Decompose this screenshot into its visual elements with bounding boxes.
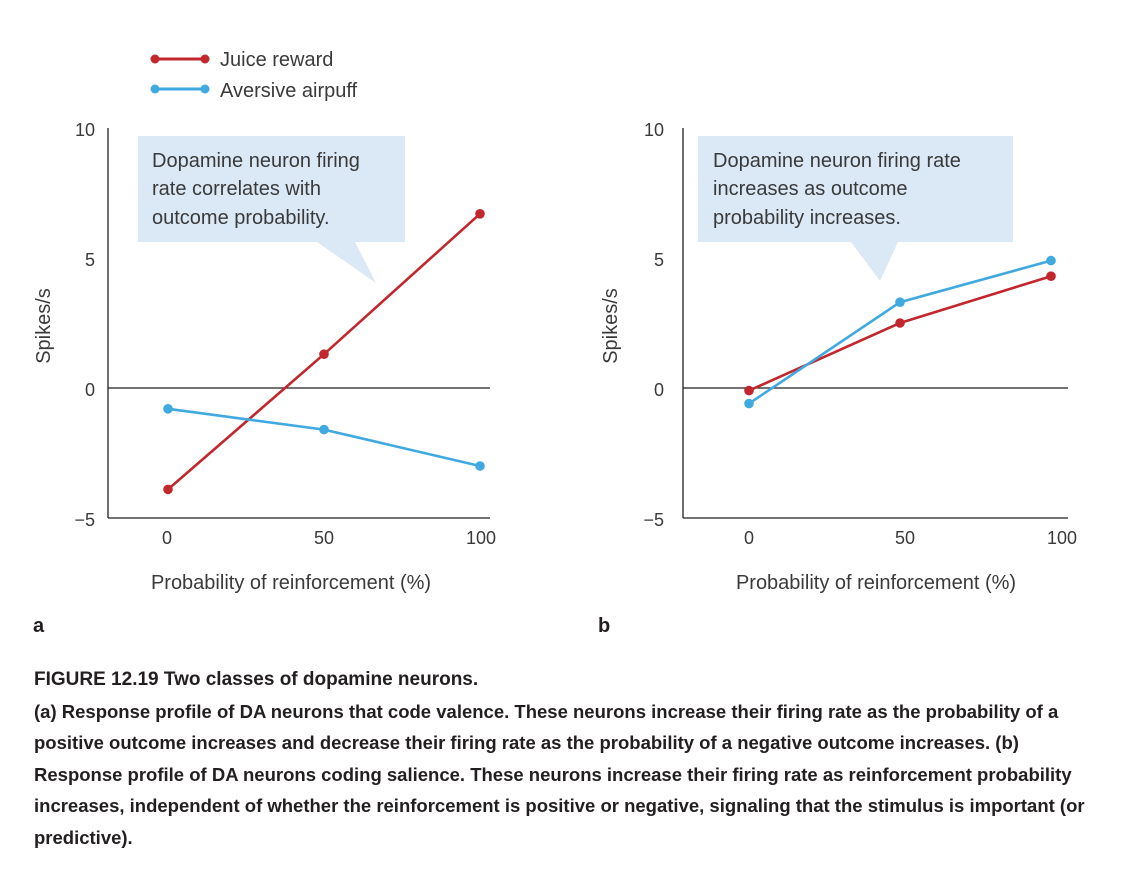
panel-a-y-axis-label: Spikes/s bbox=[33, 288, 55, 364]
panel-b-ytick-neg5: −5 bbox=[643, 510, 664, 530]
panel-a-callout-line-3: outcome probability. bbox=[152, 207, 330, 229]
legend-airpuff-marker-left bbox=[150, 84, 160, 94]
panel-b-xtick-50: 50 bbox=[895, 528, 915, 548]
panel-b-callout-line-3: probability increases. bbox=[713, 207, 901, 229]
panel-a-juice-reward-point-50 bbox=[319, 349, 329, 360]
legend-juice-marker-right bbox=[200, 54, 210, 64]
panel-b-juice-reward-point-100 bbox=[1046, 271, 1056, 282]
figure-canvas: Juice reward Aversive airpuff Dopamine n… bbox=[33, 49, 1077, 637]
caption-body: (a) Response profile of DA neurons that … bbox=[34, 700, 1085, 848]
panel-b-callout-line-2: increases as outcome bbox=[713, 178, 908, 200]
panel-b-aversive-airpuff-line bbox=[748, 259, 1052, 405]
panel-a-ytick-neg5: −5 bbox=[74, 510, 95, 530]
legend-juice-label: Juice reward bbox=[220, 49, 333, 71]
panel-b-xtick-100: 100 bbox=[1047, 528, 1077, 548]
legend-airpuff-label: Aversive airpuff bbox=[220, 80, 358, 102]
panel-a-aversive-airpuff-line bbox=[167, 407, 481, 468]
panel-b-xtick-0: 0 bbox=[744, 528, 754, 548]
caption-title: FIGURE 12.19 Two classes of dopamine neu… bbox=[34, 669, 479, 690]
panel-b-letter: b bbox=[598, 615, 610, 637]
panel-a-xtick-50: 50 bbox=[314, 528, 334, 548]
panel-b-y-axis-label: Spikes/s bbox=[600, 288, 622, 364]
panel-a-ytick-10: 10 bbox=[75, 120, 95, 140]
panel-b-aversive-airpuff-point-50 bbox=[895, 297, 905, 308]
panel-b-aversive-airpuff-point-0 bbox=[744, 398, 754, 409]
panel-a-aversive-airpuff-point-0 bbox=[163, 404, 173, 414]
panel-b-series bbox=[744, 255, 1056, 409]
panel-a-callout-line-1: Dopamine neuron firing bbox=[152, 150, 360, 172]
panel-b-juice-reward-point-50 bbox=[895, 318, 905, 328]
panel-b-ytick-5: 5 bbox=[654, 250, 664, 270]
legend: Juice reward Aversive airpuff bbox=[150, 49, 358, 102]
panel-b: Dopamine neuron firing rate increases as… bbox=[598, 120, 1077, 637]
panel-b-callout-line-1: Dopamine neuron firing rate bbox=[713, 150, 961, 172]
panel-a-callout bbox=[138, 136, 405, 283]
panel-a-xtick-0: 0 bbox=[162, 528, 172, 548]
panel-a-series bbox=[163, 209, 485, 495]
panel-a-juice-reward-point-100 bbox=[475, 209, 485, 219]
figure-caption: FIGURE 12.19 Two classes of dopamine neu… bbox=[34, 664, 1094, 853]
panel-b-x-axis-label: Probability of reinforcement (%) bbox=[736, 572, 1016, 594]
panel-a: Dopamine neuron firing rate correlates w… bbox=[33, 120, 496, 637]
panel-a-x-axis-label: Probability of reinforcement (%) bbox=[151, 572, 431, 594]
panel-a-juice-reward-point-0 bbox=[163, 484, 173, 495]
legend-airpuff-marker-right bbox=[200, 84, 210, 94]
panel-a-aversive-airpuff-point-100 bbox=[475, 461, 485, 471]
panel-a-callout-line-2: rate correlates with bbox=[152, 178, 321, 200]
panel-b-ytick-0: 0 bbox=[654, 380, 664, 400]
panel-a-ytick-0: 0 bbox=[85, 380, 95, 400]
legend-juice-marker-left bbox=[150, 54, 160, 64]
panel-a-letter: a bbox=[33, 615, 45, 637]
panel-a-ytick-5: 5 bbox=[85, 250, 95, 270]
panel-b-aversive-airpuff-point-100 bbox=[1046, 255, 1056, 266]
panel-b-ytick-10: 10 bbox=[644, 120, 664, 140]
panel-a-xtick-100: 100 bbox=[466, 528, 496, 548]
panel-b-juice-reward-point-0 bbox=[744, 385, 754, 396]
panel-b-callout bbox=[698, 136, 1013, 281]
panel-a-aversive-airpuff-point-50 bbox=[319, 424, 329, 435]
